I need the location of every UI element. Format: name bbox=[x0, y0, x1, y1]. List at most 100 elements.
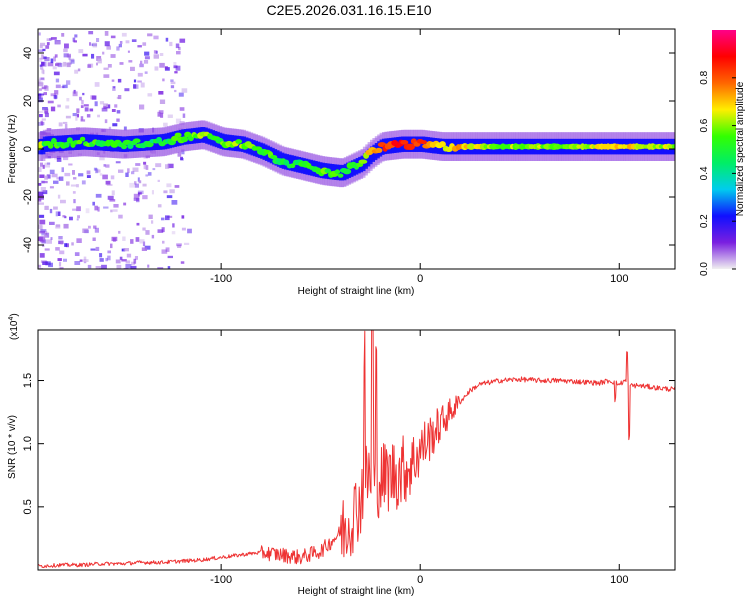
noise-cell bbox=[165, 37, 169, 42]
ridge-cell bbox=[79, 136, 86, 142]
noise-cell bbox=[38, 58, 43, 62]
noise-cell bbox=[83, 259, 89, 262]
noise-cell bbox=[165, 247, 170, 252]
noise-cell bbox=[111, 190, 115, 196]
noise-cell bbox=[106, 45, 111, 50]
noise-cell bbox=[159, 62, 165, 68]
noise-cell bbox=[177, 152, 182, 157]
noise-cell bbox=[123, 248, 129, 252]
noise-cell bbox=[81, 180, 86, 185]
noise-cell bbox=[39, 230, 45, 234]
snr-frame bbox=[37, 329, 676, 571]
noise-cell bbox=[105, 164, 110, 168]
noise-cell bbox=[39, 88, 42, 91]
noise-cell bbox=[145, 174, 149, 177]
noise-cell bbox=[142, 195, 148, 200]
noise-cell bbox=[135, 163, 141, 166]
colorbar-tick-label: 0.8 bbox=[699, 70, 710, 84]
noise-cell bbox=[171, 200, 178, 205]
noise-cell bbox=[72, 113, 77, 117]
noise-cell bbox=[82, 92, 85, 96]
noise-cell bbox=[118, 43, 122, 48]
noise-cell bbox=[133, 79, 137, 83]
noise-cell bbox=[102, 174, 108, 180]
noise-cell bbox=[71, 242, 74, 246]
noise-cell bbox=[175, 118, 182, 124]
ridge-cell bbox=[47, 143, 54, 149]
noise-cell bbox=[117, 78, 122, 83]
spectrogram-x-axis: -100 0 100 bbox=[210, 29, 628, 285]
y-tick-label: -40 bbox=[22, 237, 34, 253]
x-tick-label: -100 bbox=[210, 273, 232, 285]
noise-cell bbox=[72, 191, 76, 194]
noise-cell bbox=[107, 64, 112, 68]
noise-cell bbox=[112, 86, 116, 91]
noise-cell bbox=[169, 189, 175, 194]
figure-title: C2E5.2026.031.16.15.E10 bbox=[266, 2, 431, 18]
noise-cell bbox=[53, 95, 58, 99]
noise-cell bbox=[38, 97, 43, 103]
noise-cell bbox=[46, 174, 51, 179]
noise-cell bbox=[167, 266, 171, 269]
ridge-cell bbox=[180, 136, 189, 143]
noise-cell bbox=[38, 81, 43, 84]
noise-cell bbox=[94, 205, 98, 211]
noise-cell bbox=[58, 236, 63, 240]
noise-cell bbox=[42, 69, 45, 75]
noise-cell bbox=[139, 104, 145, 110]
noise-cell bbox=[81, 99, 84, 105]
noise-cell bbox=[86, 175, 91, 178]
noise-cell bbox=[144, 51, 150, 56]
noise-cell bbox=[44, 85, 48, 89]
y-tick-label: 1.0 bbox=[22, 436, 34, 451]
noise-cell bbox=[66, 62, 71, 68]
noise-cell bbox=[41, 180, 48, 184]
noise-cell bbox=[72, 37, 76, 42]
noise-cell bbox=[165, 164, 170, 169]
noise-cell bbox=[89, 108, 94, 112]
noise-cell bbox=[38, 93, 42, 99]
noise-cell bbox=[132, 167, 139, 172]
noise-cell bbox=[72, 170, 75, 175]
noise-cell bbox=[142, 42, 147, 46]
noise-cell bbox=[49, 208, 53, 214]
noise-cell bbox=[106, 183, 113, 186]
noise-cell bbox=[115, 161, 121, 164]
noise-cell bbox=[95, 168, 99, 174]
noise-cell bbox=[42, 108, 48, 111]
noise-cell bbox=[86, 170, 91, 175]
noise-cell bbox=[50, 237, 53, 240]
noise-cell bbox=[41, 61, 45, 66]
noise-cell bbox=[38, 79, 41, 84]
noise-cell bbox=[68, 163, 73, 166]
noise-cell bbox=[184, 242, 190, 245]
ridge-cell bbox=[290, 163, 296, 169]
noise-cell bbox=[111, 236, 118, 242]
noise-cell bbox=[99, 253, 103, 258]
noise-cell bbox=[161, 217, 165, 221]
noise-cell bbox=[181, 88, 188, 93]
noise-cell bbox=[38, 224, 43, 230]
noise-cell bbox=[53, 180, 59, 184]
noise-cell bbox=[158, 114, 162, 117]
noise-cell bbox=[116, 46, 120, 51]
noise-cell bbox=[121, 32, 127, 37]
noise-cell bbox=[60, 240, 63, 245]
noise-cell bbox=[155, 163, 162, 168]
spectrogram-y-axis: -40 -20 0 20 40 bbox=[22, 47, 675, 253]
noise-cell bbox=[55, 84, 61, 89]
noise-cell bbox=[97, 58, 102, 64]
noise-cell bbox=[151, 234, 155, 239]
noise-cell bbox=[137, 72, 143, 77]
noise-cell bbox=[104, 31, 109, 36]
noise-cell bbox=[171, 231, 176, 235]
noise-cell bbox=[63, 48, 68, 53]
noise-cell bbox=[66, 53, 71, 58]
noise-cell bbox=[187, 228, 192, 234]
noise-cell bbox=[95, 193, 102, 198]
noise-cell bbox=[49, 221, 55, 225]
noise-cell bbox=[44, 162, 50, 168]
noise-cell bbox=[39, 95, 43, 99]
noise-cell bbox=[119, 41, 123, 44]
noise-cell bbox=[127, 50, 130, 53]
